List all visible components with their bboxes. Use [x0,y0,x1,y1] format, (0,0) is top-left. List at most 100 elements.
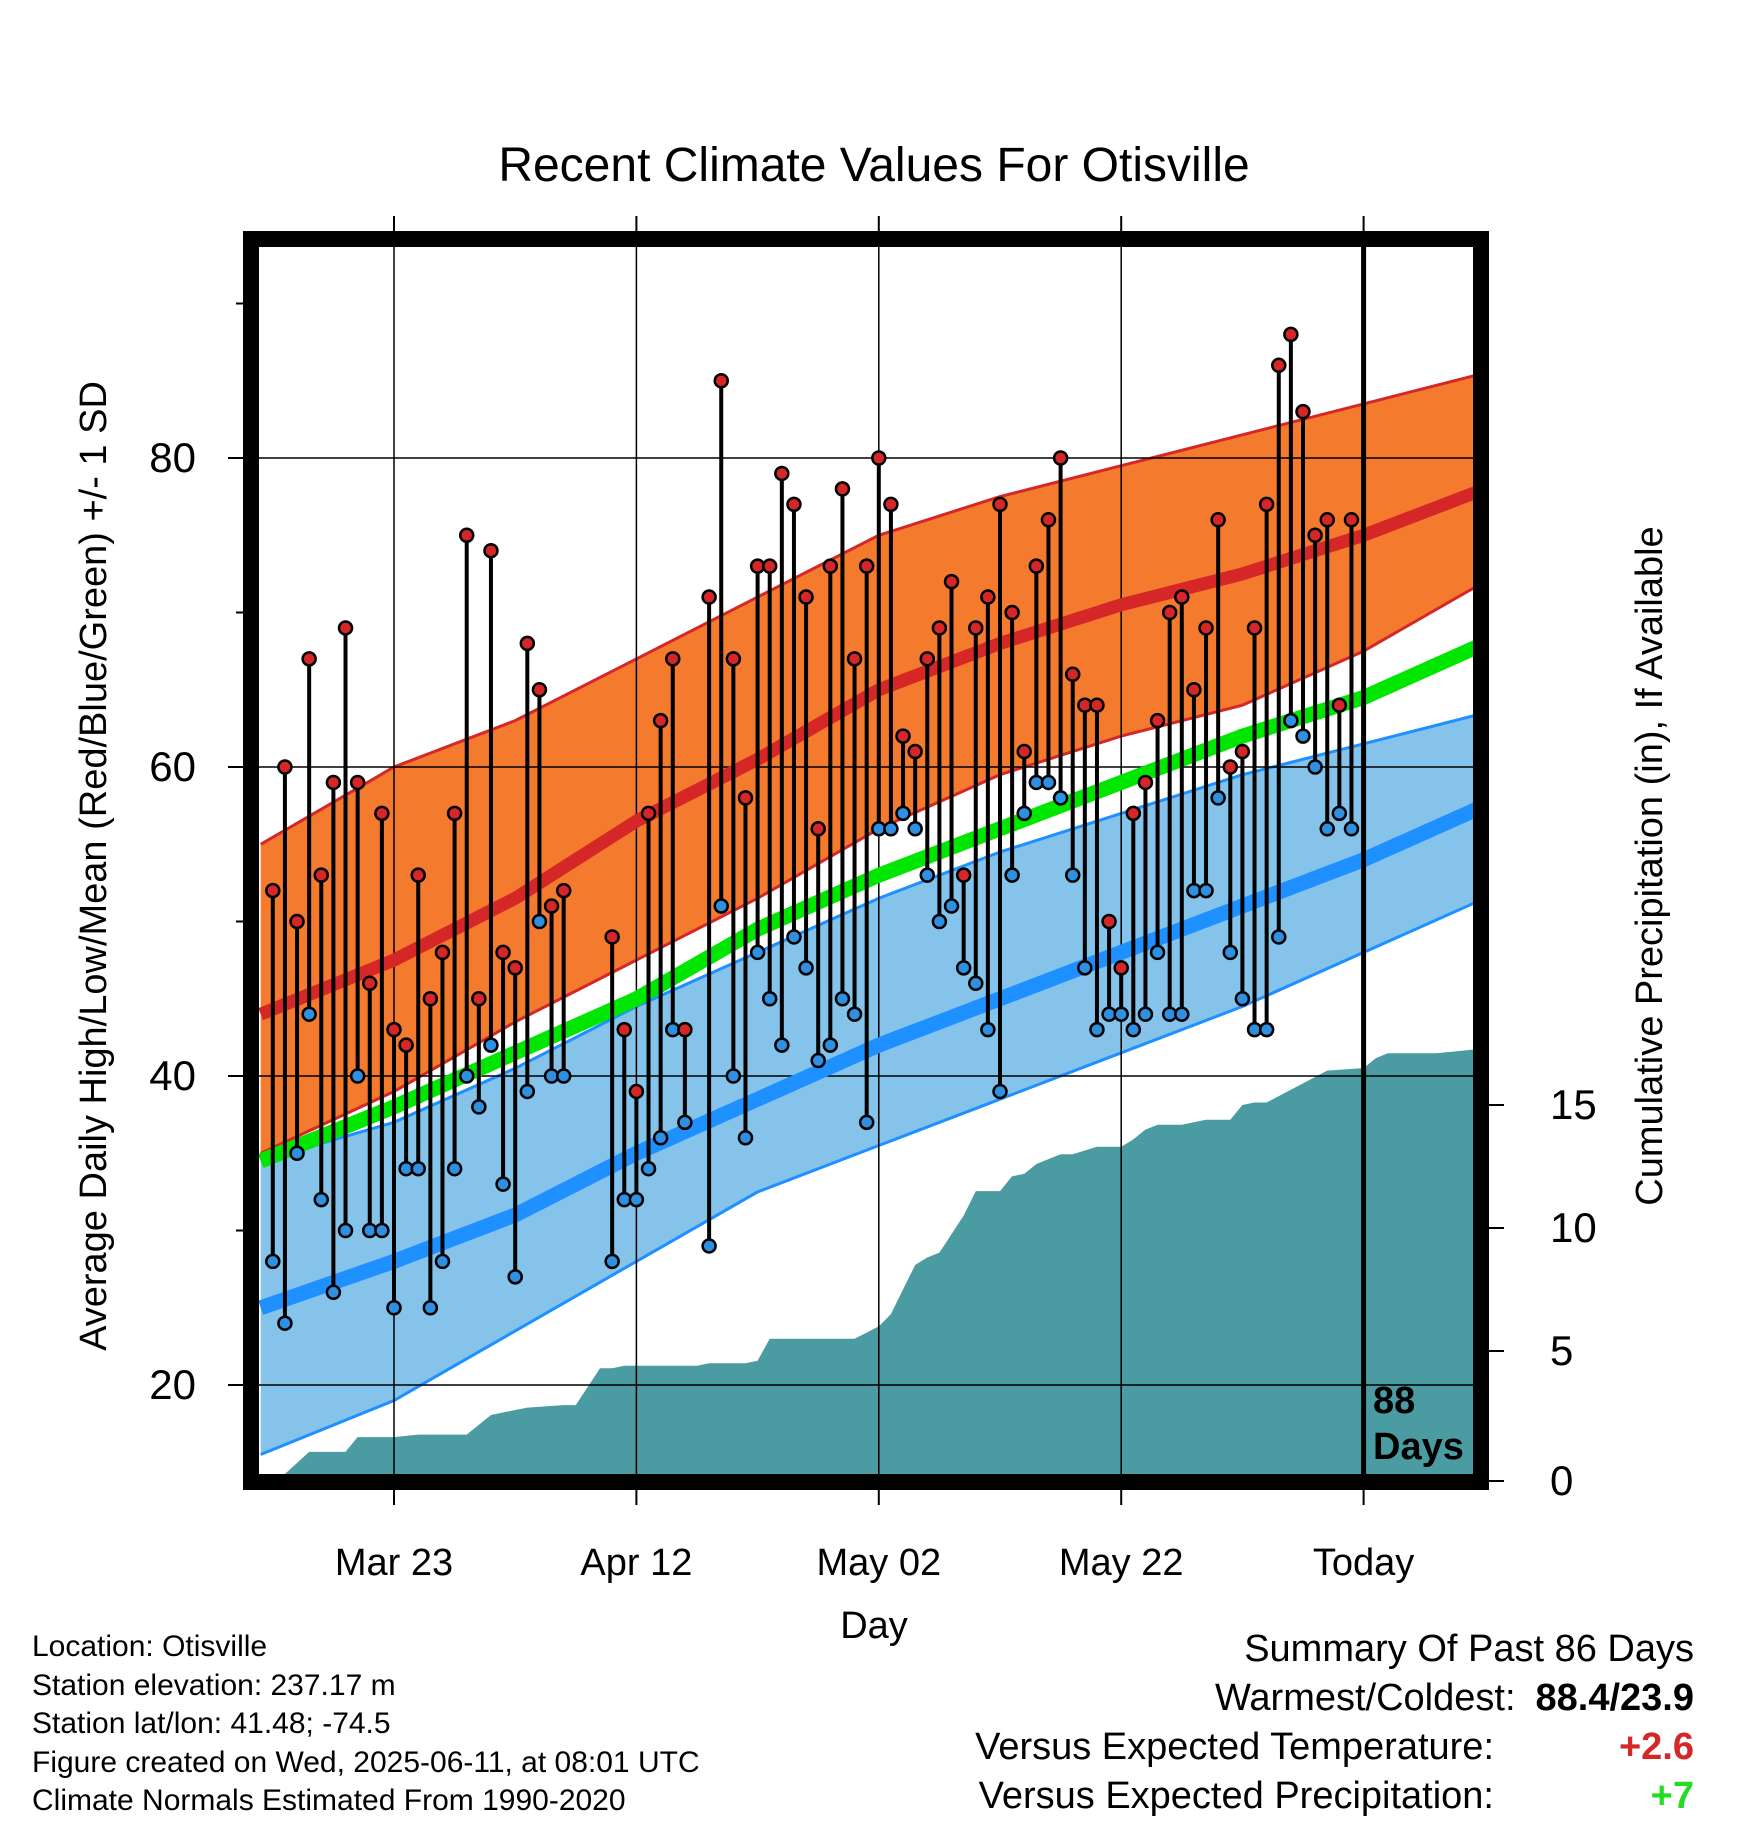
daily-low-point [1258,1021,1275,1038]
daily-high-point [1089,697,1105,713]
daily-high-point [398,1037,414,1053]
daily-low-point [895,805,911,822]
precip-label: Versus Expected Precipitation: [978,1775,1494,1817]
daily-high-point [883,496,899,513]
precip-value: +7 [1650,1775,1694,1817]
temp-label: Versus Expected Temperature: [975,1726,1494,1768]
daily-high-point [531,682,548,698]
daily-low-point [798,960,814,976]
daily-low-point [483,1037,499,1053]
observed-temps [265,326,1360,1331]
daily-high-point [386,1021,402,1038]
daily-high-point [725,651,742,667]
daily-high-point [301,651,317,667]
daily-high-point [919,651,936,667]
daily-low-point [1077,960,1093,976]
daily-high-point [1016,743,1032,760]
daily-low-point [992,1083,1008,1100]
daily-high-point [968,620,984,636]
daily-high-point [1295,403,1311,420]
daily-high-point [483,542,499,559]
y-tick-label: 80 [149,434,196,481]
daily-low-point [943,898,960,914]
daily-low-point [495,1176,511,1192]
daily-high-point [640,805,657,822]
daily-high-point [410,867,426,883]
daily-low-point [1174,1006,1190,1022]
daily-high-point [907,743,923,760]
y2-tick-label: 0 [1550,1457,1573,1504]
daily-high-point [701,589,717,605]
y2-tick-label: 15 [1550,1081,1597,1128]
daily-high-point [943,573,960,590]
daily-high-point [980,589,996,605]
daily-high-point [519,635,536,652]
daily-low-point [422,1300,439,1316]
daily-high-point [1040,512,1057,528]
y2-axis-label: Cumulative Precipitation (in), If Availa… [1629,526,1671,1205]
daily-low-point [713,898,729,914]
daily-high-point [1283,326,1299,343]
daily-low-point [919,867,936,883]
daily-low-point [749,944,766,961]
daily-high-point [834,481,851,497]
daily-high-point [555,882,572,899]
daily-low-point [1113,1006,1129,1022]
daily-low-point [955,960,972,976]
daily-high-point [1246,620,1263,636]
x-tick-label: Today [1313,1542,1414,1584]
daily-low-point [774,1037,790,1053]
daily-high-point [471,991,487,1007]
daily-high-point [337,620,354,636]
daily-low-point [507,1269,523,1285]
low-normal-line [258,802,1474,1315]
plot-frame [243,231,1489,1490]
daily-high-point [858,558,875,574]
daily-high-point [628,1083,645,1100]
days-marker-label-2: Days [1373,1426,1464,1468]
y-tick-label: 40 [149,1052,196,1099]
x-tick-label: May 02 [816,1542,941,1584]
daily-high-point [1101,913,1117,930]
daily-high-point [1004,604,1020,621]
axes: Mar 23 Apr 12 May 02 May 22 Today 20 40 60 80 0 5 1… [149,216,1597,1584]
daily-high-point [604,929,620,945]
daily-low-point [337,1222,354,1239]
daily-high-point [1161,604,1178,621]
daily-low-point [289,1145,305,1161]
daily-low-point [349,1068,366,1084]
daily-high-point [1149,712,1166,729]
daily-high-point [616,1021,633,1038]
daily-high-point [362,975,378,992]
daily-low-point [1283,712,1299,729]
daily-high-point [1210,512,1226,528]
daily-low-point [846,1006,863,1022]
daily-low-point [1198,882,1214,899]
daily-low-point [810,1052,826,1069]
daily-low-point [931,913,948,930]
daily-high-point [1113,960,1129,976]
y-axis-label: Average Daily High/Low/Mean (Red/Blue/Gr… [73,381,115,1351]
daily-high-point [761,558,778,574]
y2-tick-label: 5 [1550,1327,1573,1374]
daily-high-point [846,651,863,667]
daily-high-point [822,558,839,574]
daily-low-point [1052,790,1069,806]
daily-low-point [786,929,802,945]
daily-high-point [1052,450,1069,466]
daily-high-point [1174,589,1190,605]
daily-high-point [507,960,523,976]
days-marker-label-1: 88 [1373,1380,1415,1422]
daily-high-point [434,944,451,961]
daily-low-point [1089,1021,1105,1038]
precipitation-area [284,1049,1474,1475]
daily-high-point [992,496,1008,513]
daily-low-point [652,1130,669,1146]
daily-low-point [301,1006,317,1022]
precip-area [284,1049,1474,1475]
warm-cold-label: Warmest/Coldest: [1214,1677,1516,1719]
daily-high-point [495,944,511,961]
daily-low-point [1004,867,1020,883]
daily-low-point [725,1068,742,1084]
